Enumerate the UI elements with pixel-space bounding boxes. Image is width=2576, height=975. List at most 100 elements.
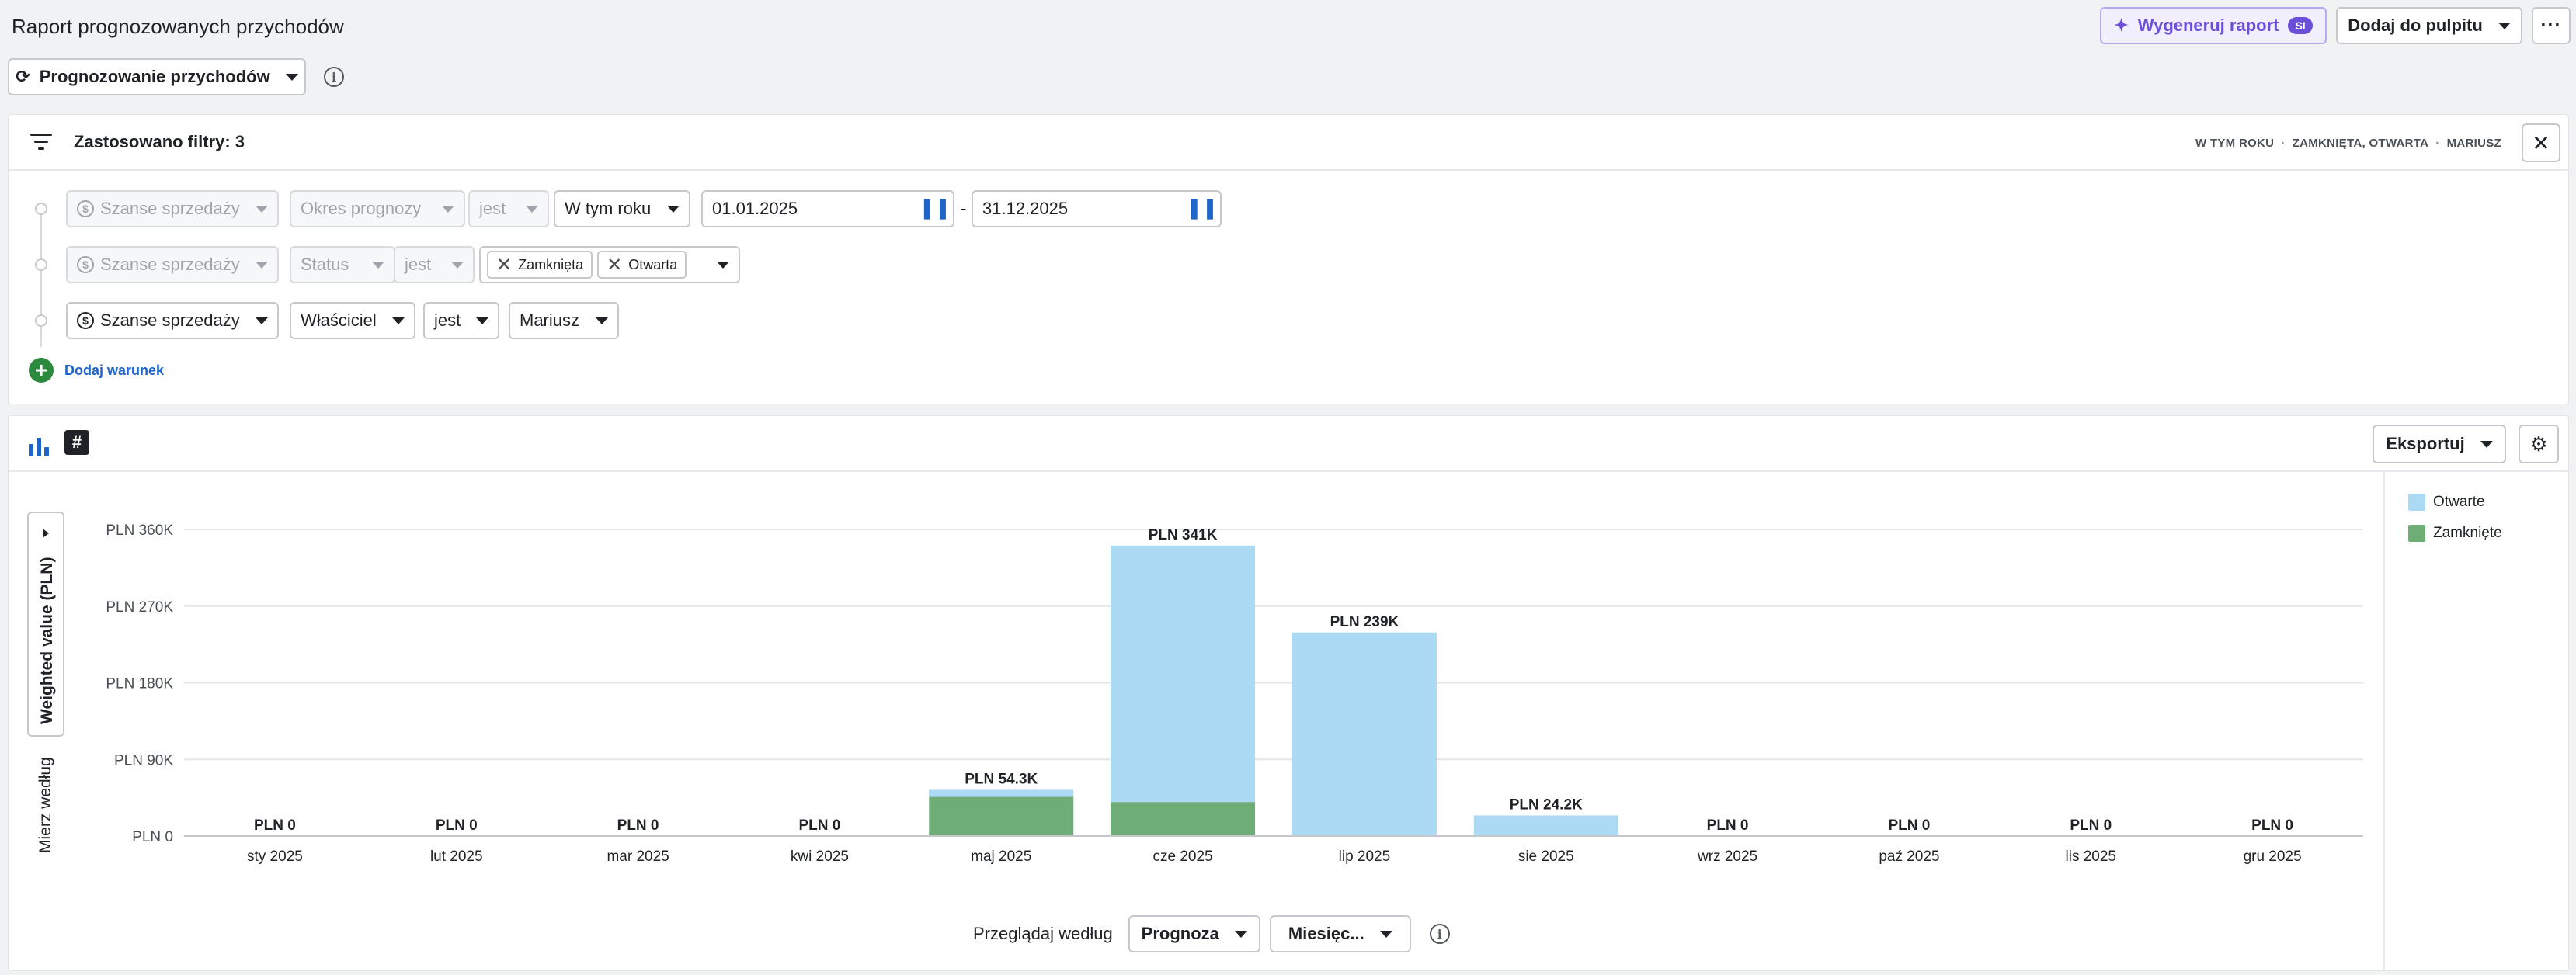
hash-icon: # <box>71 432 82 452</box>
filter-summary: W TYM ROKU · ZAMKNIĘTA, OTWARTA · MARIUSZ <box>2195 137 2501 150</box>
chevron-right-icon <box>43 529 49 538</box>
filter-field-label: Okres prognozy <box>301 199 422 218</box>
y-tick-label: PLN 360K <box>106 522 173 539</box>
status-multiselect[interactable]: ✕ Zamknięta ✕ Otwarta <box>479 246 740 283</box>
date-from-input[interactable]: 01.01.2025 ▌▐ <box>701 190 954 227</box>
table-view-button[interactable]: # <box>64 430 89 455</box>
bar-chart-icon <box>27 438 50 456</box>
filter-entity-label: Szanse sprzedaży <box>100 199 240 218</box>
generate-report-label: Wygeneruj raport <box>2137 16 2279 35</box>
bar-chart: PLN 0 PLN 90K PLN 180K PLN 270K PLN 360K PLN … <box>106 522 2363 865</box>
remove-tag-icon[interactable]: ✕ <box>607 254 623 276</box>
calendar-icon[interactable]: ▌▐ <box>1191 199 1213 218</box>
bar-open <box>1291 632 1437 836</box>
x-tick-label: lis 2025 <box>2066 848 2117 865</box>
status-tag-label: Zamknięta <box>518 256 584 272</box>
more-options-button[interactable]: ··· <box>2532 7 2571 44</box>
filter-operator-select[interactable]: jest <box>423 302 499 339</box>
chevron-down-icon <box>256 205 268 213</box>
bar-open <box>929 789 1074 797</box>
report-type-label: Prognozowanie przychodów <box>39 67 270 86</box>
y-tick-label: PLN 270K <box>106 599 173 616</box>
filter-entity-select: $ Szanse sprzedaży <box>66 246 279 283</box>
add-to-dashboard-button[interactable]: Dodaj do pulpitu <box>2336 7 2522 44</box>
date-from-value: 01.01.2025 <box>712 199 798 218</box>
bar-chart-view-button[interactable] <box>26 430 52 456</box>
remove-tag-icon[interactable]: ✕ <box>496 254 513 276</box>
period-label: W tym roku <box>565 199 652 218</box>
legend-swatch-closed <box>2408 525 2425 542</box>
info-icon[interactable]: i <box>1429 924 1450 944</box>
chevron-down-icon <box>1234 930 1247 938</box>
summary-owner: MARIUSZ <box>2446 137 2501 150</box>
filter-field-label: Właściciel <box>301 311 377 330</box>
status-tag-label: Otwarta <box>628 256 678 272</box>
data-label: PLN 24.2K <box>1510 796 1583 813</box>
gear-icon: ⚙ <box>2529 432 2548 456</box>
chart-legend: Otwarte Zamknięte <box>2408 494 2502 556</box>
x-tick-label: paź 2025 <box>1879 848 1939 865</box>
chart-panel: # Eksportuj ⚙ Weighted value (PLN) Mierz… <box>8 415 2569 972</box>
legend-label: Otwarte <box>2433 494 2485 510</box>
calendar-icon[interactable]: ▌▐ <box>923 199 946 218</box>
chart-settings-button[interactable]: ⚙ <box>2519 425 2559 463</box>
data-label: PLN 0 <box>254 817 296 834</box>
data-label: PLN 0 <box>436 817 478 834</box>
close-icon: ✕ <box>2532 130 2550 155</box>
browse-group-label: Prognoza <box>1141 924 1219 943</box>
chevron-down-icon <box>442 205 454 213</box>
browse-by: Przeglądaj według Prognoza Miesięc... i <box>973 915 1450 952</box>
legend-swatch-open <box>2408 494 2425 511</box>
data-label: PLN 239K <box>1330 614 1399 630</box>
chevron-down-icon <box>285 73 298 81</box>
filter-rail <box>40 207 42 347</box>
legend-divider <box>2383 472 2385 972</box>
chevron-down-icon <box>476 317 488 324</box>
status-tag-closed[interactable]: ✕ Zamknięta <box>487 251 593 279</box>
owner-select[interactable]: Mariusz <box>509 302 619 339</box>
measure-selector[interactable]: Weighted value (PLN) <box>27 512 64 737</box>
period-select[interactable]: W tym roku <box>554 190 690 227</box>
x-tick-label: lut 2025 <box>430 848 483 865</box>
date-range-separator: - <box>960 196 967 220</box>
report-type-dropdown[interactable]: ⟳ Prognozowanie przychodów <box>8 58 306 95</box>
x-tick-label: cze 2025 <box>1153 848 1213 865</box>
filter-field-select[interactable]: Właściciel <box>290 302 415 339</box>
filter-node <box>35 203 47 215</box>
x-tick-label: wrz 2025 <box>1697 848 1757 865</box>
data-label: PLN 0 <box>2251 817 2293 834</box>
browse-period-select[interactable]: Miesięc... <box>1269 915 1411 952</box>
date-to-input[interactable]: 31.12.2025 ▌▐ <box>972 190 1222 227</box>
chevron-down-icon <box>526 205 538 213</box>
x-tick-label: lip 2025 <box>1339 848 1391 865</box>
filter-node <box>35 258 47 271</box>
data-label: PLN 0 <box>1707 817 1749 834</box>
filter-operator-label: jest <box>479 199 506 218</box>
filter-field-select: Status <box>290 246 395 283</box>
data-label: PLN 0 <box>617 817 659 834</box>
data-label: PLN 0 <box>1888 817 1930 834</box>
filter-entity-select[interactable]: $ Szanse sprzedaży <box>66 302 279 339</box>
chevron-down-icon <box>1379 930 1392 938</box>
y-tick-label: PLN 90K <box>114 752 173 769</box>
ai-badge: SI <box>2288 17 2313 34</box>
add-condition-button[interactable]: + Dodaj warunek <box>29 358 164 383</box>
generate-report-button[interactable]: ✦ Wygeneruj raport SI <box>2100 7 2327 44</box>
status-tag-open[interactable]: ✕ Otwarta <box>597 251 687 279</box>
filter-entity-select: $ Szanse sprzedaży <box>66 190 279 227</box>
close-filters-button[interactable]: ✕ <box>2522 123 2560 162</box>
filter-title: Zastosowano filtry: 3 <box>74 132 245 151</box>
filter-entity-label: Szanse sprzedaży <box>100 255 240 274</box>
export-button[interactable]: Eksportuj <box>2373 425 2506 463</box>
info-icon[interactable]: i <box>324 67 344 87</box>
more-icon: ··· <box>2540 15 2562 36</box>
legend-item-open[interactable]: Otwarte <box>2408 494 2502 511</box>
data-label: PLN 0 <box>798 817 840 834</box>
data-label: PLN 54.3K <box>965 771 1038 787</box>
legend-label: Zamknięte <box>2433 525 2502 541</box>
filter-header[interactable]: Zastosowano filtry: 3 W TYM ROKU · ZAMKNIĘ… <box>9 115 2568 171</box>
browse-group-select[interactable]: Prognoza <box>1128 915 1260 952</box>
legend-item-closed[interactable]: Zamknięte <box>2408 525 2502 542</box>
chevron-down-icon <box>2498 22 2511 29</box>
data-label: PLN 0 <box>2070 817 2112 834</box>
